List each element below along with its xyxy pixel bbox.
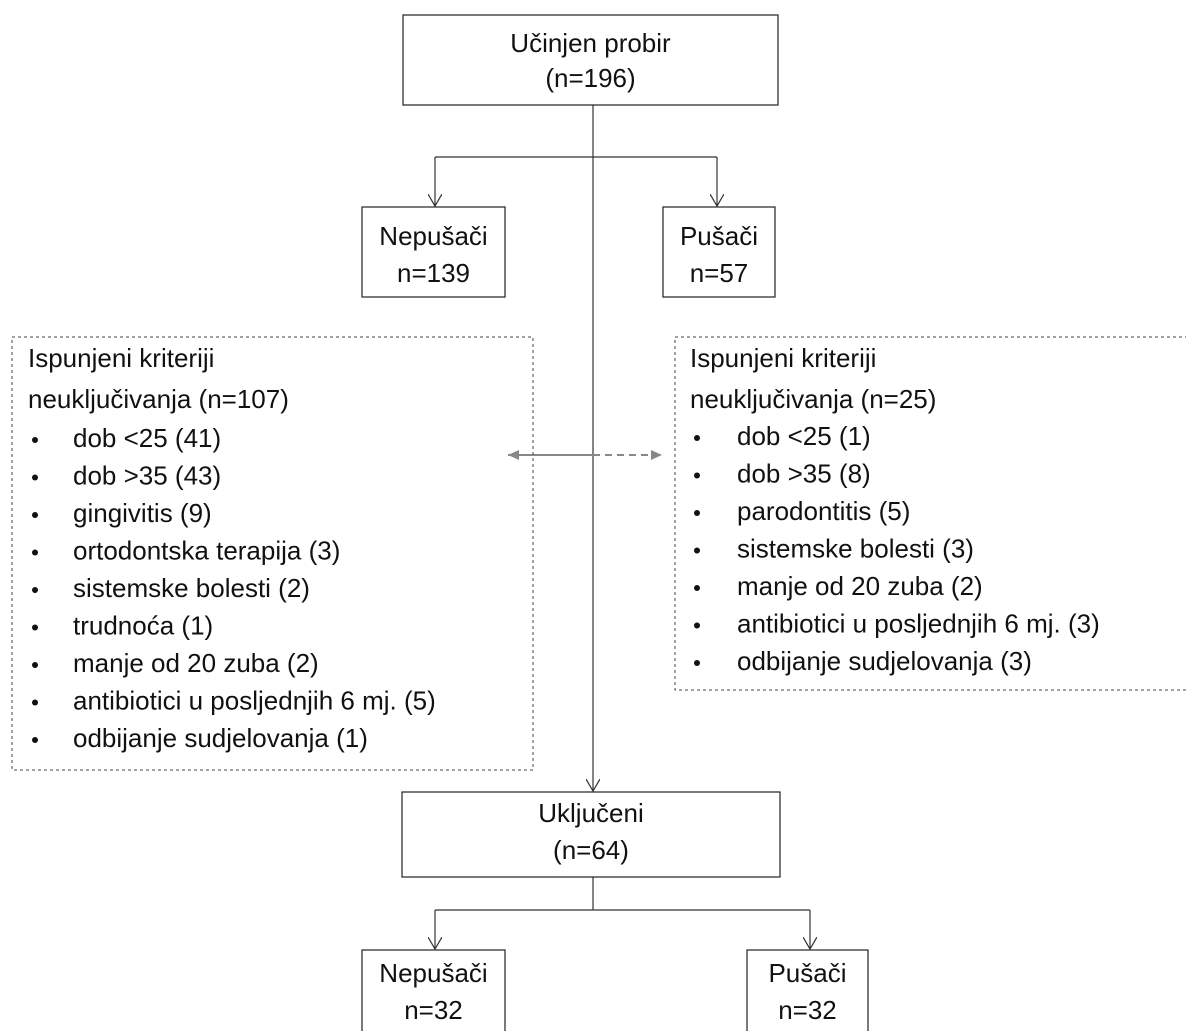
node-box [746,949,869,1031]
node-label: Pušači [768,958,846,988]
exclusion-item: dob <25 (1) [737,421,871,451]
exclusion-item: antibiotici u posljednjih 6 mj. (3) [737,608,1100,638]
node-label: Nepušači [379,958,487,988]
node-label: n=57 [690,258,749,288]
exclusion-title: neuključivanja (n=107) [28,384,289,414]
bullet [32,549,38,556]
exclusion-title: neuključivanja (n=25) [690,384,936,414]
bullet [32,587,38,593]
node-label: (n=196) [545,63,635,93]
bullet [32,474,38,481]
node-box [361,206,506,298]
exclusion-item: sistemske bolesti (2) [73,573,310,603]
exclusion-item: parodontitis (5) [737,496,910,526]
branch [435,877,810,911]
exclusion-item: trudnoća (1) [73,610,213,640]
exclusion-item: antibiotici u posljednjih 6 mj. (5) [73,685,436,715]
exclusion-item: manje od 20 zuba (2) [737,571,983,601]
bullet [694,510,700,516]
exclusion-item: sistemske bolesti (3) [737,533,974,563]
node-label: Uključeni [538,798,644,828]
exclusion-item: dob <25 (41) [73,423,221,453]
node-label: n=32 [778,995,837,1025]
bullet [694,547,700,554]
exclusion-item: dob >35 (8) [737,458,871,488]
exclusion-item: dob >35 (43) [73,460,221,490]
exclusion-box [674,336,1186,691]
bullet [694,622,700,629]
bullet [32,512,38,518]
bullet [32,662,38,668]
bullet [32,699,38,706]
exclusion-title: Ispunjeni kriteriji [690,343,876,373]
exclusion-item: odbijanje sudjelovanja (3) [737,646,1032,676]
exclusion-item: ortodontska terapija (3) [73,535,340,565]
exclusion-title: Ispunjeni kriteriji [28,343,214,373]
node-box [402,14,779,106]
node-label: (n=64) [553,835,629,865]
bullet [32,437,38,443]
node-label: Nepušači [379,221,487,251]
node-box [662,206,776,298]
exclusion-box [11,336,534,771]
bullet [694,585,700,591]
bullet [32,624,38,631]
exclusion-item: gingivitis (9) [73,498,212,528]
node-label: Učinjen probir [510,28,671,58]
exclusion-item: manje od 20 zuba (2) [73,648,319,678]
node-label: n=32 [404,995,463,1025]
node-label: Pušači [680,221,758,251]
bullet [694,472,700,479]
bullet [694,660,700,666]
bullet [32,737,38,743]
exclusion-item: odbijanje sudjelovanja (1) [73,723,368,753]
bullet [694,435,700,441]
node-box [361,949,506,1031]
node-box [401,791,781,878]
connectors [435,105,810,949]
node-label: n=139 [397,258,470,288]
